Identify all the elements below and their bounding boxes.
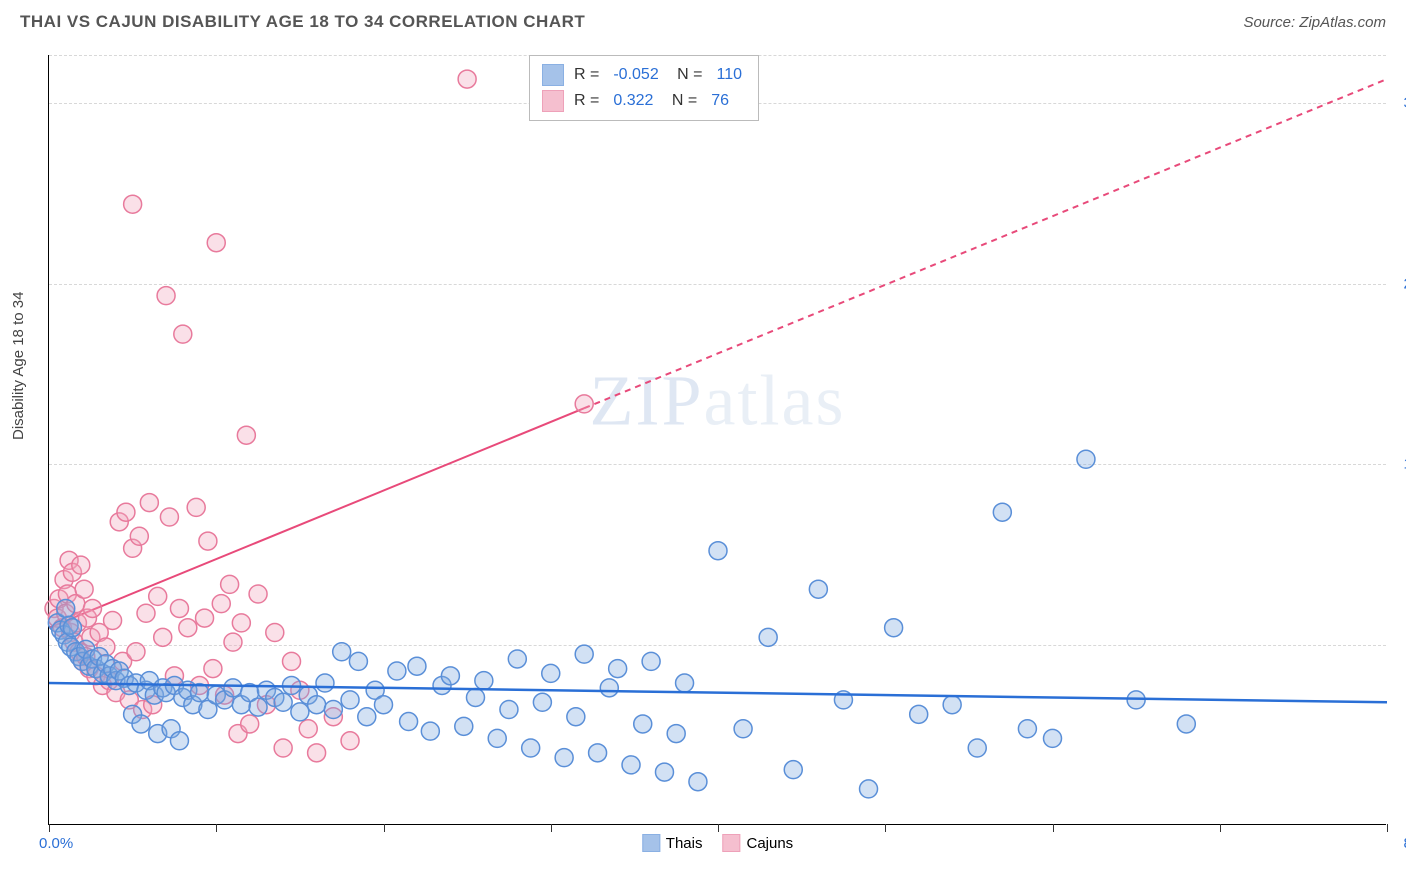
cajuns-legend-label: Cajuns [746,835,793,852]
x-tick [1387,824,1388,832]
thais-r-value: -0.052 [613,62,658,88]
thais-n-value: 110 [717,62,743,88]
x-tick [49,824,50,832]
x-tick [216,824,217,832]
cajuns-n-value: 76 [711,88,729,114]
legend-row-thais: R = -0.052 N = 110 [542,62,746,88]
x-tick [1220,824,1221,832]
chart-plot-area: ZIPatlas 7.5%15.0%22.5%30.0% R = -0.052 … [48,55,1386,825]
series-legend: Thais Cajuns [642,834,793,852]
x-tick [885,824,886,832]
legend-item-thais: Thais [642,834,703,852]
legend-row-cajuns: R = 0.322 N = 76 [542,88,746,114]
y-tick-label: 22.5% [1391,275,1406,292]
y-tick-label: 15.0% [1391,456,1406,473]
x-tick [551,824,552,832]
legend-item-cajuns: Cajuns [722,834,793,852]
y-axis-label: Disability Age 18 to 34 [10,292,27,440]
cajuns-swatch [542,90,564,112]
cajuns-legend-swatch [722,834,740,852]
thais-legend-label: Thais [666,835,703,852]
x-axis-origin-label: 0.0% [39,835,73,852]
scatter-plot-svg [49,55,1386,824]
thais-swatch [542,64,564,86]
source-attribution: Source: ZipAtlas.com [1243,14,1386,31]
y-tick-label: 30.0% [1391,95,1406,112]
y-tick-label: 7.5% [1391,636,1406,653]
cajuns-r-value: 0.322 [613,88,653,114]
thais-legend-swatch [642,834,660,852]
chart-title: THAI VS CAJUN DISABILITY AGE 18 TO 34 CO… [20,12,585,32]
x-tick [1053,824,1054,832]
x-tick [718,824,719,832]
x-tick [384,824,385,832]
correlation-legend: R = -0.052 N = 110 R = 0.322 N = 76 [529,55,759,121]
